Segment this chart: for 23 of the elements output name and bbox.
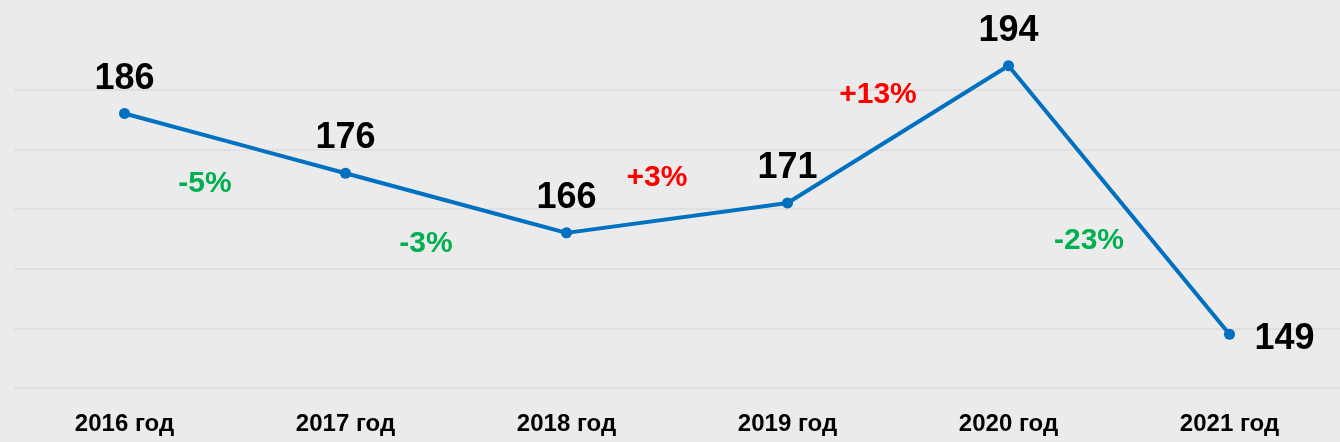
point bbox=[782, 197, 793, 209]
point bbox=[119, 108, 130, 120]
annotation: -5% bbox=[178, 164, 232, 198]
point bbox=[1003, 60, 1014, 72]
x-tick-label: 2019 год bbox=[737, 408, 838, 436]
annotation: +13% bbox=[839, 75, 917, 109]
data-label: 194 bbox=[978, 7, 1039, 49]
point bbox=[1224, 328, 1235, 340]
point bbox=[340, 167, 351, 179]
annotation: -3% bbox=[399, 224, 453, 258]
x-tick-label: 2017 год bbox=[295, 408, 396, 436]
data-label: 171 bbox=[757, 145, 818, 187]
x-tick-label: 2016 год bbox=[74, 408, 175, 436]
data-label: 186 bbox=[94, 55, 155, 97]
point bbox=[561, 227, 572, 239]
data-label: 149 bbox=[1254, 316, 1315, 358]
x-tick-label: 2018 год bbox=[516, 408, 617, 436]
x-tick-label: 2020 год bbox=[958, 408, 1059, 436]
annotation: +3% bbox=[626, 159, 688, 193]
data-label: 166 bbox=[536, 174, 597, 216]
x-tick-label: 2021 год bbox=[1179, 408, 1280, 436]
data-label: 176 bbox=[315, 115, 376, 157]
annotation: -23% bbox=[1053, 221, 1125, 255]
